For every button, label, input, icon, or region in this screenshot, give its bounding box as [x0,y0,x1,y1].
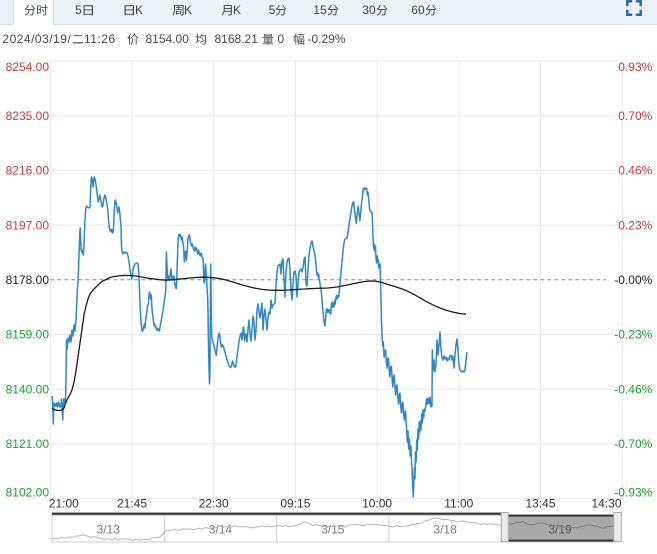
svg-text:8121.00: 8121.00 [6,437,50,451]
svg-text:0.70%: 0.70% [618,109,652,123]
svg-text:3/14: 3/14 [209,523,233,537]
svg-text:13:45: 13:45 [525,497,555,511]
svg-text:-0.70%: -0.70% [614,437,652,451]
svg-text:0.93%: 0.93% [618,60,652,74]
svg-text:8102.00: 8102.00 [6,486,50,500]
svg-text:8178.00: 8178.00 [6,273,50,287]
svg-text:21:45: 21:45 [117,497,147,511]
svg-text:3/19: 3/19 [548,523,572,537]
svg-text:21:00: 21:00 [49,497,79,511]
svg-text:-0.93%: -0.93% [614,486,652,500]
svg-text:8197.00: 8197.00 [6,218,50,232]
svg-text:3/13: 3/13 [97,523,121,537]
svg-text:11:00: 11:00 [444,497,473,511]
svg-text:8140.00: 8140.00 [6,382,50,396]
svg-text:22:30: 22:30 [199,497,229,511]
svg-text:0.46%: 0.46% [618,164,652,178]
svg-text:8216.00: 8216.00 [6,164,50,178]
svg-text:8159.00: 8159.00 [6,328,50,342]
svg-text:14:30: 14:30 [591,497,621,511]
svg-text:8254.00: 8254.00 [6,60,50,74]
svg-text:10:00: 10:00 [362,497,392,511]
svg-text:09:15: 09:15 [280,497,310,511]
svg-text:-0.46%: -0.46% [614,382,652,396]
svg-text:-0.00%: -0.00% [614,273,652,287]
svg-text:3/18: 3/18 [433,523,457,537]
svg-text:8235.00: 8235.00 [6,109,50,123]
svg-text:3/15: 3/15 [321,523,345,537]
svg-text:-0.23%: -0.23% [614,328,652,342]
svg-text:0.23%: 0.23% [618,218,652,232]
